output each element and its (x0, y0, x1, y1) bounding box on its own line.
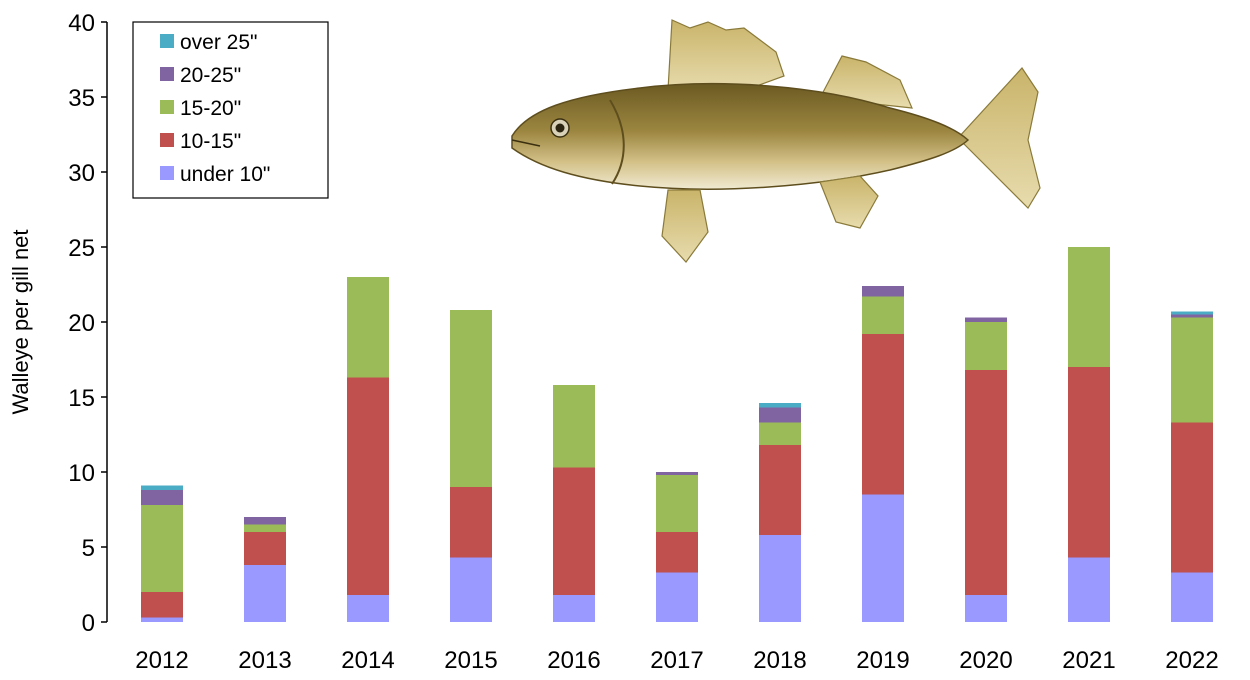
fish-dorsal-fin (667, 19, 785, 93)
bar-segment (862, 296, 904, 334)
bar-segment (1171, 422, 1213, 573)
bar-segment (141, 490, 183, 505)
bar-segment (244, 517, 286, 525)
x-tick-label: 2022 (1165, 647, 1218, 674)
x-labels-group: 2012 2013 2014 2015 2016 2017 2018 2019 2020 2021… (135, 647, 1218, 674)
legend-swatch (160, 67, 174, 81)
bar-segment (244, 532, 286, 565)
bar-segment (759, 535, 801, 622)
legend-swatch (160, 100, 174, 114)
x-tick-label: 2014 (341, 647, 394, 674)
x-tick-label: 2021 (1062, 647, 1115, 674)
bar-segment (450, 557, 492, 622)
bar-segment (553, 385, 595, 468)
walleye-fish-illustration (511, 19, 1041, 263)
bar-segment (347, 377, 389, 595)
legend-label: 15-20" (180, 97, 241, 120)
bar-segment (1068, 557, 1110, 622)
bars-group (141, 247, 1213, 622)
y-ticks-group: 0 5 10 15 20 25 30 35 40 (68, 10, 107, 637)
bar-segment (656, 572, 698, 622)
legend-swatch (160, 34, 174, 48)
fish-pelvic-fin (661, 189, 709, 263)
legend-label: 20-25" (180, 64, 241, 87)
y-tick-label: 25 (68, 235, 95, 262)
x-tick-label: 2012 (135, 647, 188, 674)
y-tick-label: 10 (68, 460, 95, 487)
legend-swatch (160, 133, 174, 147)
bar-segment (141, 505, 183, 592)
fish-anal-fin (819, 175, 879, 229)
bar-segment (1068, 367, 1110, 558)
x-tick-label: 2015 (444, 647, 497, 674)
bar-segment (244, 565, 286, 622)
bar-segment (1068, 247, 1110, 367)
y-tick-label: 30 (68, 160, 95, 187)
bar-segment (141, 592, 183, 618)
legend-swatch (160, 166, 174, 180)
x-tick-label: 2019 (856, 647, 909, 674)
bar-segment (141, 485, 183, 490)
bar-segment (656, 475, 698, 532)
bar-segment (347, 595, 389, 622)
legend: over 25" 20-25" 15-20" 10-15" under 10" (132, 21, 329, 199)
bar-segment (1171, 317, 1213, 423)
bar-segment (244, 524, 286, 532)
y-tick-label: 20 (68, 310, 95, 337)
y-tick-label: 40 (68, 10, 95, 37)
x-tick-label: 2013 (238, 647, 291, 674)
bar-segment (862, 494, 904, 622)
fish-pupil (555, 123, 565, 133)
bar-segment (141, 617, 183, 622)
bar-segment (759, 403, 801, 408)
bar-segment (965, 322, 1007, 370)
y-tick-label: 5 (82, 535, 95, 562)
bar-segment (1171, 572, 1213, 622)
bar-segment (965, 317, 1007, 322)
x-tick-label: 2020 (959, 647, 1012, 674)
bar-segment (862, 286, 904, 297)
fish-second-dorsal-fin (819, 55, 913, 109)
fish-body (511, 83, 970, 190)
y-axis-title: Walleye per gill net (8, 229, 33, 414)
legend-label: 10-15" (180, 130, 241, 153)
bar-segment (965, 370, 1007, 595)
y-tick-label: 35 (68, 85, 95, 112)
x-tick-label: 2018 (753, 647, 806, 674)
fish-tail (957, 67, 1041, 209)
bar-segment (553, 467, 595, 595)
bar-segment (759, 407, 801, 423)
bar-segment (450, 310, 492, 487)
bar-segment (965, 595, 1007, 622)
x-tick-label: 2017 (650, 647, 703, 674)
bar-segment (553, 595, 595, 622)
bar-segment (759, 445, 801, 535)
y-tick-label: 0 (82, 610, 95, 637)
fish-mouth (511, 139, 541, 147)
bar-segment (450, 487, 492, 558)
x-tick-label: 2016 (547, 647, 600, 674)
y-tick-label: 15 (68, 385, 95, 412)
bar-segment (759, 422, 801, 445)
bar-segment (656, 532, 698, 573)
legend-label: under 10" (180, 163, 270, 186)
bar-segment (656, 472, 698, 475)
fish-gill-line (609, 99, 625, 185)
legend-label: over 25" (180, 31, 258, 54)
bar-segment (862, 334, 904, 495)
bar-segment (1171, 311, 1213, 315)
bar-segment (1171, 314, 1213, 318)
bar-segment (347, 277, 389, 378)
